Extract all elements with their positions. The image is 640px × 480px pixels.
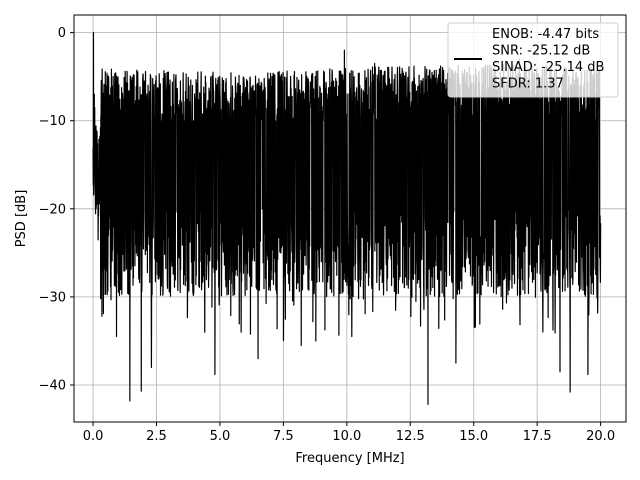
y-axis-label: PSD [dB] — [14, 190, 29, 248]
y-tick-label: 0 — [58, 26, 66, 41]
y-axis-ticks: 0 −10 −20 −30 −40 — [39, 26, 74, 394]
legend-entry-sinad: SINAD: -25.14 dB — [492, 60, 604, 75]
y-tick-label: −10 — [39, 114, 66, 129]
legend-entry-enob: ENOB: -4.47 bits — [492, 27, 599, 42]
x-tick-label: 5.0 — [210, 429, 231, 444]
x-tick-label: 12.5 — [396, 429, 425, 444]
x-axis-ticks: 0.0 2.5 5.0 7.5 10.0 12.5 15.0 17.5 20.0 — [83, 422, 615, 444]
x-tick-label: 15.0 — [459, 429, 488, 444]
legend-entry-snr: SNR: -25.12 dB — [492, 44, 590, 59]
x-tick-label: 2.5 — [146, 429, 167, 444]
x-axis-label: Frequency [MHz] — [295, 451, 404, 466]
psd-series-line — [92, 32, 602, 405]
legend-entry-sfdr: SFDR: 1.37 — [492, 77, 564, 92]
y-tick-label: −20 — [39, 202, 66, 217]
legend: ENOB: -4.47 bits SNR: -25.12 dB SINAD: -… — [447, 22, 619, 98]
legend-box — [447, 22, 619, 98]
y-tick-label: −30 — [39, 290, 66, 305]
y-tick-label: −40 — [39, 379, 66, 394]
x-tick-label: 20.0 — [586, 429, 615, 444]
x-tick-label: 0.0 — [83, 429, 104, 444]
x-tick-label: 7.5 — [273, 429, 294, 444]
plot-frame — [73, 14, 627, 423]
psd-trace — [92, 32, 602, 405]
x-tick-label: 17.5 — [523, 429, 552, 444]
x-tick-label: 10.0 — [332, 429, 361, 444]
